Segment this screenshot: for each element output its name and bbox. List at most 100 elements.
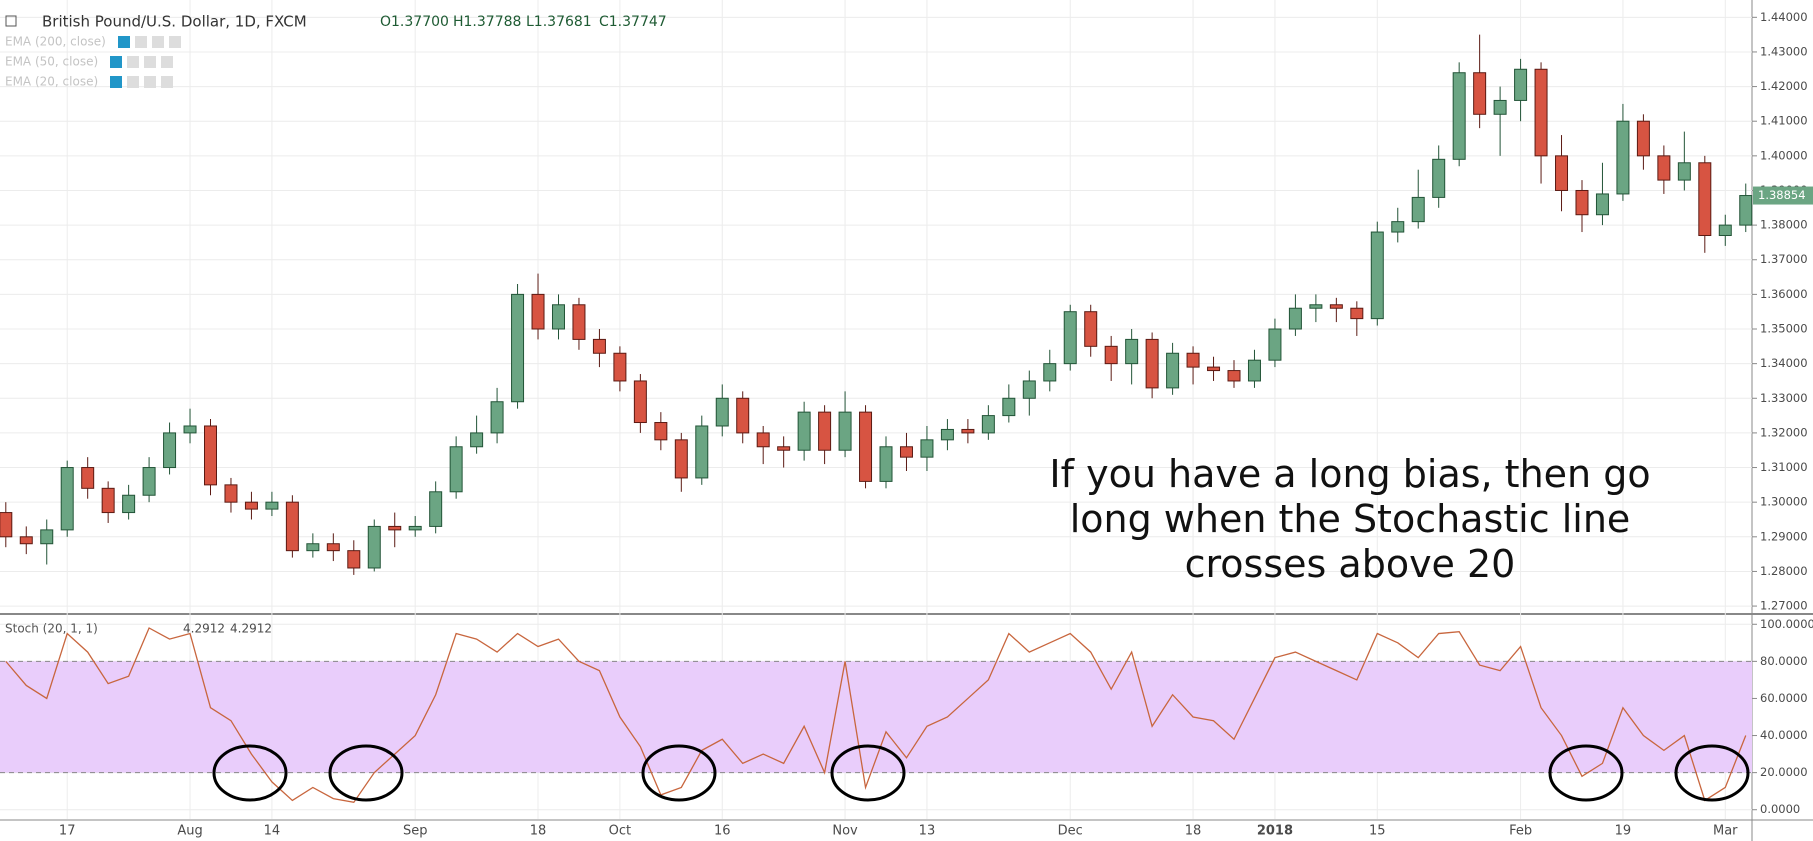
candle-body (429, 491, 443, 527)
y-tick-label: 1.40000 (1760, 148, 1808, 162)
candle-body (1555, 155, 1569, 191)
candle-body (101, 487, 115, 514)
x-tick-label: 18 (530, 824, 547, 839)
candle-body (1043, 363, 1057, 382)
x-tick-label: 2018 (1257, 824, 1293, 839)
candle-body (1718, 224, 1732, 237)
candle-body (1452, 72, 1466, 160)
y-tick-label: 1.27000 (1760, 599, 1808, 613)
ohlc-label: C1.37747 (599, 14, 667, 30)
stoch-title: Stoch (20, 1, 1) (5, 622, 98, 636)
indicator-label: EMA (20, close) (5, 75, 98, 89)
y-tick-label: 1.32000 (1760, 425, 1808, 439)
indicator-button[interactable] (127, 56, 139, 68)
candle-body (1063, 311, 1077, 365)
x-tick-label: 17 (59, 824, 76, 839)
candle-body (1595, 193, 1609, 216)
candle-body (531, 293, 545, 330)
y-tick-label: 1.31000 (1760, 460, 1808, 474)
indicator-button[interactable] (144, 56, 156, 68)
candle-body (0, 512, 13, 538)
x-tick-label: Feb (1509, 824, 1532, 839)
candle-body (285, 501, 299, 552)
indicator-button[interactable] (144, 76, 156, 88)
indicator-button[interactable] (135, 36, 147, 48)
stoch-readout: 4.2912 (230, 622, 272, 636)
indicator-button[interactable] (110, 76, 122, 88)
candle-body (1145, 338, 1159, 389)
candle-body (163, 432, 177, 469)
x-tick-label: Mar (1713, 824, 1738, 839)
candle-body (224, 484, 238, 503)
chart-title: British Pound/U.S. Dollar, 1D, FXCM (42, 13, 307, 31)
x-tick-label: 19 (1615, 824, 1632, 839)
candle-body (1288, 307, 1302, 330)
candle-body (715, 397, 729, 427)
y-tick-label: 1.35000 (1760, 322, 1808, 336)
x-tick-label: 15 (1369, 824, 1386, 839)
candle-body (1022, 380, 1036, 399)
candle-body (756, 432, 770, 448)
indicator-button[interactable] (110, 56, 122, 68)
indicator-button[interactable] (161, 76, 173, 88)
candle-body (1084, 311, 1098, 347)
candle-body (1411, 196, 1425, 223)
candle-body (592, 338, 606, 354)
candle-body (1268, 328, 1282, 361)
candle-body (736, 397, 750, 434)
indicator-button[interactable] (169, 36, 181, 48)
candle-body (879, 446, 893, 482)
y-tick-label: 1.43000 (1760, 44, 1808, 58)
candle-body (1616, 120, 1630, 195)
candle-body (1514, 68, 1528, 101)
candle-body (470, 432, 484, 448)
last-price-label: 1.38854 (1758, 188, 1806, 202)
candle-body (511, 293, 525, 403)
candle-body (838, 411, 852, 451)
highlight-circle (830, 744, 906, 802)
candle-body (388, 525, 402, 531)
candle-body (572, 304, 586, 340)
indicator-button[interactable] (161, 56, 173, 68)
indicator-button[interactable] (152, 36, 164, 48)
candle-body (40, 529, 54, 545)
indicator-button[interactable] (127, 76, 139, 88)
candle-body (1739, 195, 1753, 226)
highlight-circle (1548, 744, 1624, 802)
candle-body (1309, 304, 1323, 309)
collapse-icon (5, 15, 17, 27)
candle-body (326, 543, 340, 552)
candle-body (490, 401, 504, 434)
band (0, 661, 1752, 773)
candle-body (1391, 221, 1405, 233)
indicator-label: EMA (200, close) (5, 35, 106, 49)
y-tick-label: 1.36000 (1760, 287, 1808, 301)
candle-body (613, 352, 627, 382)
y-tick-label: 20.0000 (1760, 765, 1808, 779)
candle-body (265, 501, 279, 510)
candle-body (1473, 72, 1487, 115)
candle-body (1186, 352, 1200, 368)
stoch-readout: 4.2912 (183, 622, 225, 636)
candle-body (1002, 397, 1016, 417)
candle-body (1370, 231, 1384, 320)
x-tick-label: Oct (609, 824, 631, 839)
x-tick-label: Nov (832, 824, 858, 839)
y-tick-label: 0.0000 (1760, 802, 1800, 816)
candle-body (777, 446, 791, 451)
candle-body (1125, 338, 1139, 365)
y-tick-label: 1.37000 (1760, 252, 1808, 266)
candle-body (633, 380, 647, 424)
indicator-button[interactable] (118, 36, 130, 48)
candle-body (19, 536, 33, 545)
y-tick-label: 1.42000 (1760, 79, 1808, 93)
candle-body (899, 446, 913, 458)
candle-body (1432, 158, 1446, 198)
candle-body (1227, 370, 1241, 382)
highlight-circle (328, 744, 404, 802)
x-tick-label: 14 (264, 824, 281, 839)
candle-body (1207, 366, 1221, 372)
indicator-label: EMA (50, close) (5, 55, 98, 69)
